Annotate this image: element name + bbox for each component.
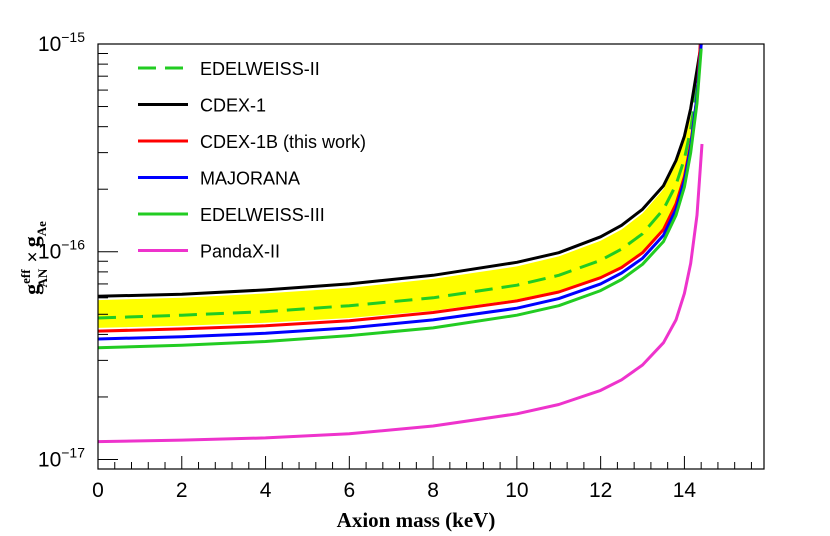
x-tick-label: 14: [673, 479, 697, 502]
x-axis-label: Axion mass (keV): [337, 508, 496, 532]
legend-label-majorana: MAJORANA: [200, 169, 300, 189]
y-tick-label: 10−15: [38, 29, 85, 56]
series-line-edelweiss-ii: [97, 43, 702, 320]
y-label-an: AN: [35, 268, 50, 287]
x-tick-label: 6: [343, 479, 355, 502]
legend-label-edelweiss-iii: EDELWEISS-III: [200, 205, 325, 225]
y-tick-label: 10−16: [38, 237, 85, 264]
legend-label-pandax-ii: PandaX-II: [200, 242, 280, 262]
legend-label-cdex-1: CDEX-1: [200, 96, 266, 116]
axes-layer: 0 2 4 6 8 10 12 14 10−15 10−16 10−17: [38, 29, 765, 502]
legend: EDELWEISS-II CDEX-1 CDEX-1B (this work) MAJ…: [138, 59, 366, 262]
uncertainty-band-layer: [98, 114, 691, 328]
series-line-edelweiss-iii: [97, 48, 703, 350]
plot-frame: [97, 43, 765, 470]
y-axis-label: geff AN×gAe: [18, 221, 50, 295]
series-line-cdex-1: [97, 43, 703, 298]
legend-label-edelweiss-ii: EDELWEISS-II: [200, 59, 320, 79]
x-tick-label: 12: [589, 479, 612, 502]
x-tick-label: 10: [505, 479, 528, 502]
x-tick-label: 4: [260, 479, 272, 502]
legend-label-cdex-1b-this-work: CDEX-1B (this work): [200, 132, 366, 152]
x-tick-label: 0: [92, 479, 104, 502]
series-lines-layer: [97, 43, 704, 444]
y-label-g2: g: [19, 236, 44, 247]
y-label-ae: Ae: [34, 221, 49, 236]
x-tick-label: 2: [176, 479, 188, 502]
x-tick-label: 8: [427, 479, 439, 502]
y-label-times: ×: [22, 251, 44, 262]
y-tick-label: 10−17: [38, 444, 85, 471]
y-label-g1: g: [19, 284, 44, 295]
y-label-eff: eff: [18, 269, 33, 284]
series-line-pandax-ii: [97, 143, 704, 444]
uncertainty-band: [98, 114, 691, 328]
